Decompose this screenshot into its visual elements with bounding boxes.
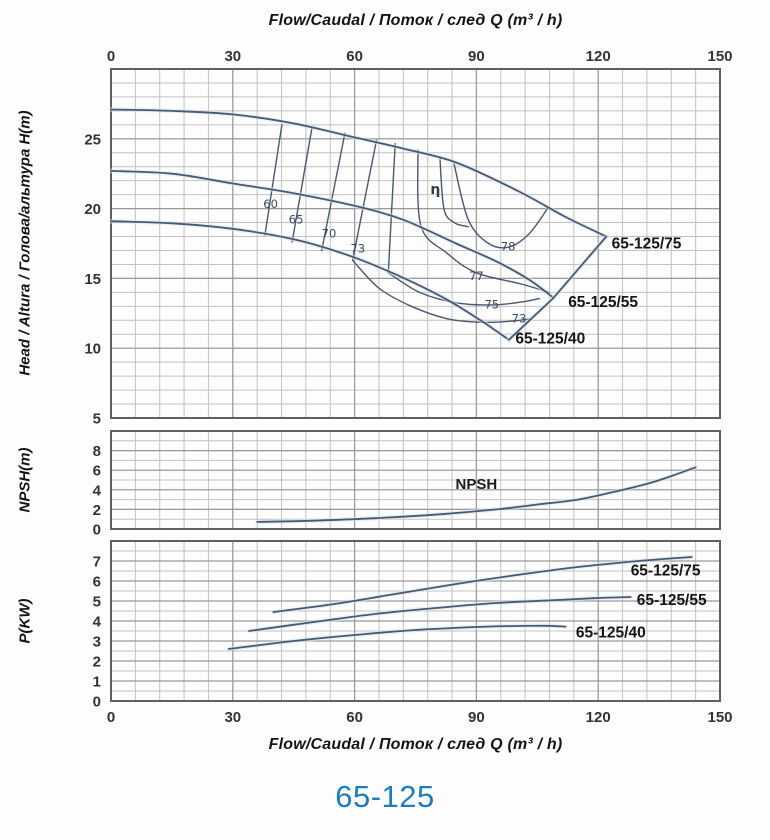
efficiency-contour-73-right xyxy=(351,259,530,324)
x-tick-label: 0 xyxy=(107,709,115,726)
curve-65-125-55 xyxy=(248,596,632,632)
chart-label-60: 60 xyxy=(263,197,278,211)
panel-border xyxy=(110,430,721,530)
y-tick-label: 2 xyxy=(93,502,101,519)
efficiency-contour-75-right xyxy=(387,272,540,306)
head-axis-title: Head / Altura / Голова/альтура H(m) xyxy=(16,110,34,376)
curve-65-125-55 xyxy=(110,170,555,299)
chart-label-NPSH: NPSH xyxy=(456,476,498,493)
curve-glow xyxy=(108,107,609,239)
curve-65-125-75 xyxy=(110,108,608,238)
x-tick-label: 150 xyxy=(707,48,732,65)
efficiency-contour-77 xyxy=(417,149,551,294)
y-tick-label: 3 xyxy=(93,634,101,651)
panel-border xyxy=(110,68,721,419)
y-tick-label: 10 xyxy=(84,341,101,358)
chart-label-η: η xyxy=(430,182,440,198)
power-axis-title: P(KW) xyxy=(16,598,34,644)
efficiency-contour-60 xyxy=(264,124,283,236)
curve-label-65-125-55: 65-125/55 xyxy=(637,592,707,609)
flow-axis-title-top: Flow/Caudal / Поток / след Q (m³ / h) xyxy=(268,12,563,29)
y-tick-label: 25 xyxy=(84,131,101,148)
y-tick-label: 5 xyxy=(93,411,101,428)
y-tick-label: 15 xyxy=(84,271,101,288)
x-tick-label: 120 xyxy=(586,48,611,65)
x-tick-label: 30 xyxy=(224,48,241,65)
chart-label-65: 65 xyxy=(289,212,304,226)
y-tick-label: 1 xyxy=(93,674,101,691)
efficiency-contour-70 xyxy=(321,132,346,252)
flow-axis-title-bottom: Flow/Caudal / Поток / след Q (m³ / h) xyxy=(268,736,563,753)
x-tick-label: 30 xyxy=(224,709,241,726)
chart-label-70: 70 xyxy=(322,226,337,240)
panel-border xyxy=(110,540,721,702)
chart-label-78: 78 xyxy=(501,240,516,254)
x-tick-label: 90 xyxy=(468,48,485,65)
y-tick-label: 0 xyxy=(93,694,101,711)
y-tick-label: 8 xyxy=(93,443,101,460)
y-tick-label: 7 xyxy=(93,554,101,571)
y-tick-label: 4 xyxy=(93,614,102,631)
y-tick-label: 6 xyxy=(93,574,101,591)
y-tick-label: 2 xyxy=(93,654,101,671)
figure-title: 65-125 xyxy=(335,779,435,814)
efficiency-contour-eta-hook xyxy=(439,156,469,228)
curve-65-125-40 xyxy=(110,220,510,341)
efficiency-contour-75-left xyxy=(387,143,396,274)
chart-label-73: 73 xyxy=(350,242,365,256)
x-tick-label: 0 xyxy=(107,48,115,65)
curve-label-65-125-55: 65-125/55 xyxy=(568,294,638,311)
efficiency-contour-78 xyxy=(453,163,549,249)
chart-label-77: 77 xyxy=(469,269,484,283)
efficiency-contour-73-left xyxy=(351,139,378,261)
chart-label-75: 75 xyxy=(484,298,499,312)
curve-label-65-125-75: 65-125/75 xyxy=(612,236,682,253)
curve-max-flow-boundary xyxy=(508,235,608,341)
y-tick-label: 5 xyxy=(93,594,101,611)
curve-65-125-40 xyxy=(227,624,567,650)
y-tick-label: 4 xyxy=(93,482,102,499)
curve-label-65-125-40: 65-125/40 xyxy=(576,625,646,642)
curve-NPSH xyxy=(256,466,697,523)
x-tick-label: 90 xyxy=(468,709,485,726)
x-tick-label: 120 xyxy=(586,709,611,726)
curve-label-65-125-75: 65-125/75 xyxy=(631,563,701,580)
chart-label-73: 73 xyxy=(512,312,527,326)
y-tick-label: 20 xyxy=(84,201,101,218)
y-tick-label: 0 xyxy=(93,522,101,539)
npsh-axis-title: NPSH(m) xyxy=(16,447,34,513)
x-tick-label: 150 xyxy=(707,709,732,726)
efficiency-contour-65 xyxy=(291,126,313,243)
x-tick-label: 60 xyxy=(346,48,363,65)
y-tick-label: 6 xyxy=(93,463,101,480)
curve-label-65-125-40: 65-125/40 xyxy=(515,330,585,347)
x-tick-label: 60 xyxy=(346,709,363,726)
curve-65-125-75 xyxy=(272,556,693,613)
curve-glow xyxy=(226,623,568,652)
